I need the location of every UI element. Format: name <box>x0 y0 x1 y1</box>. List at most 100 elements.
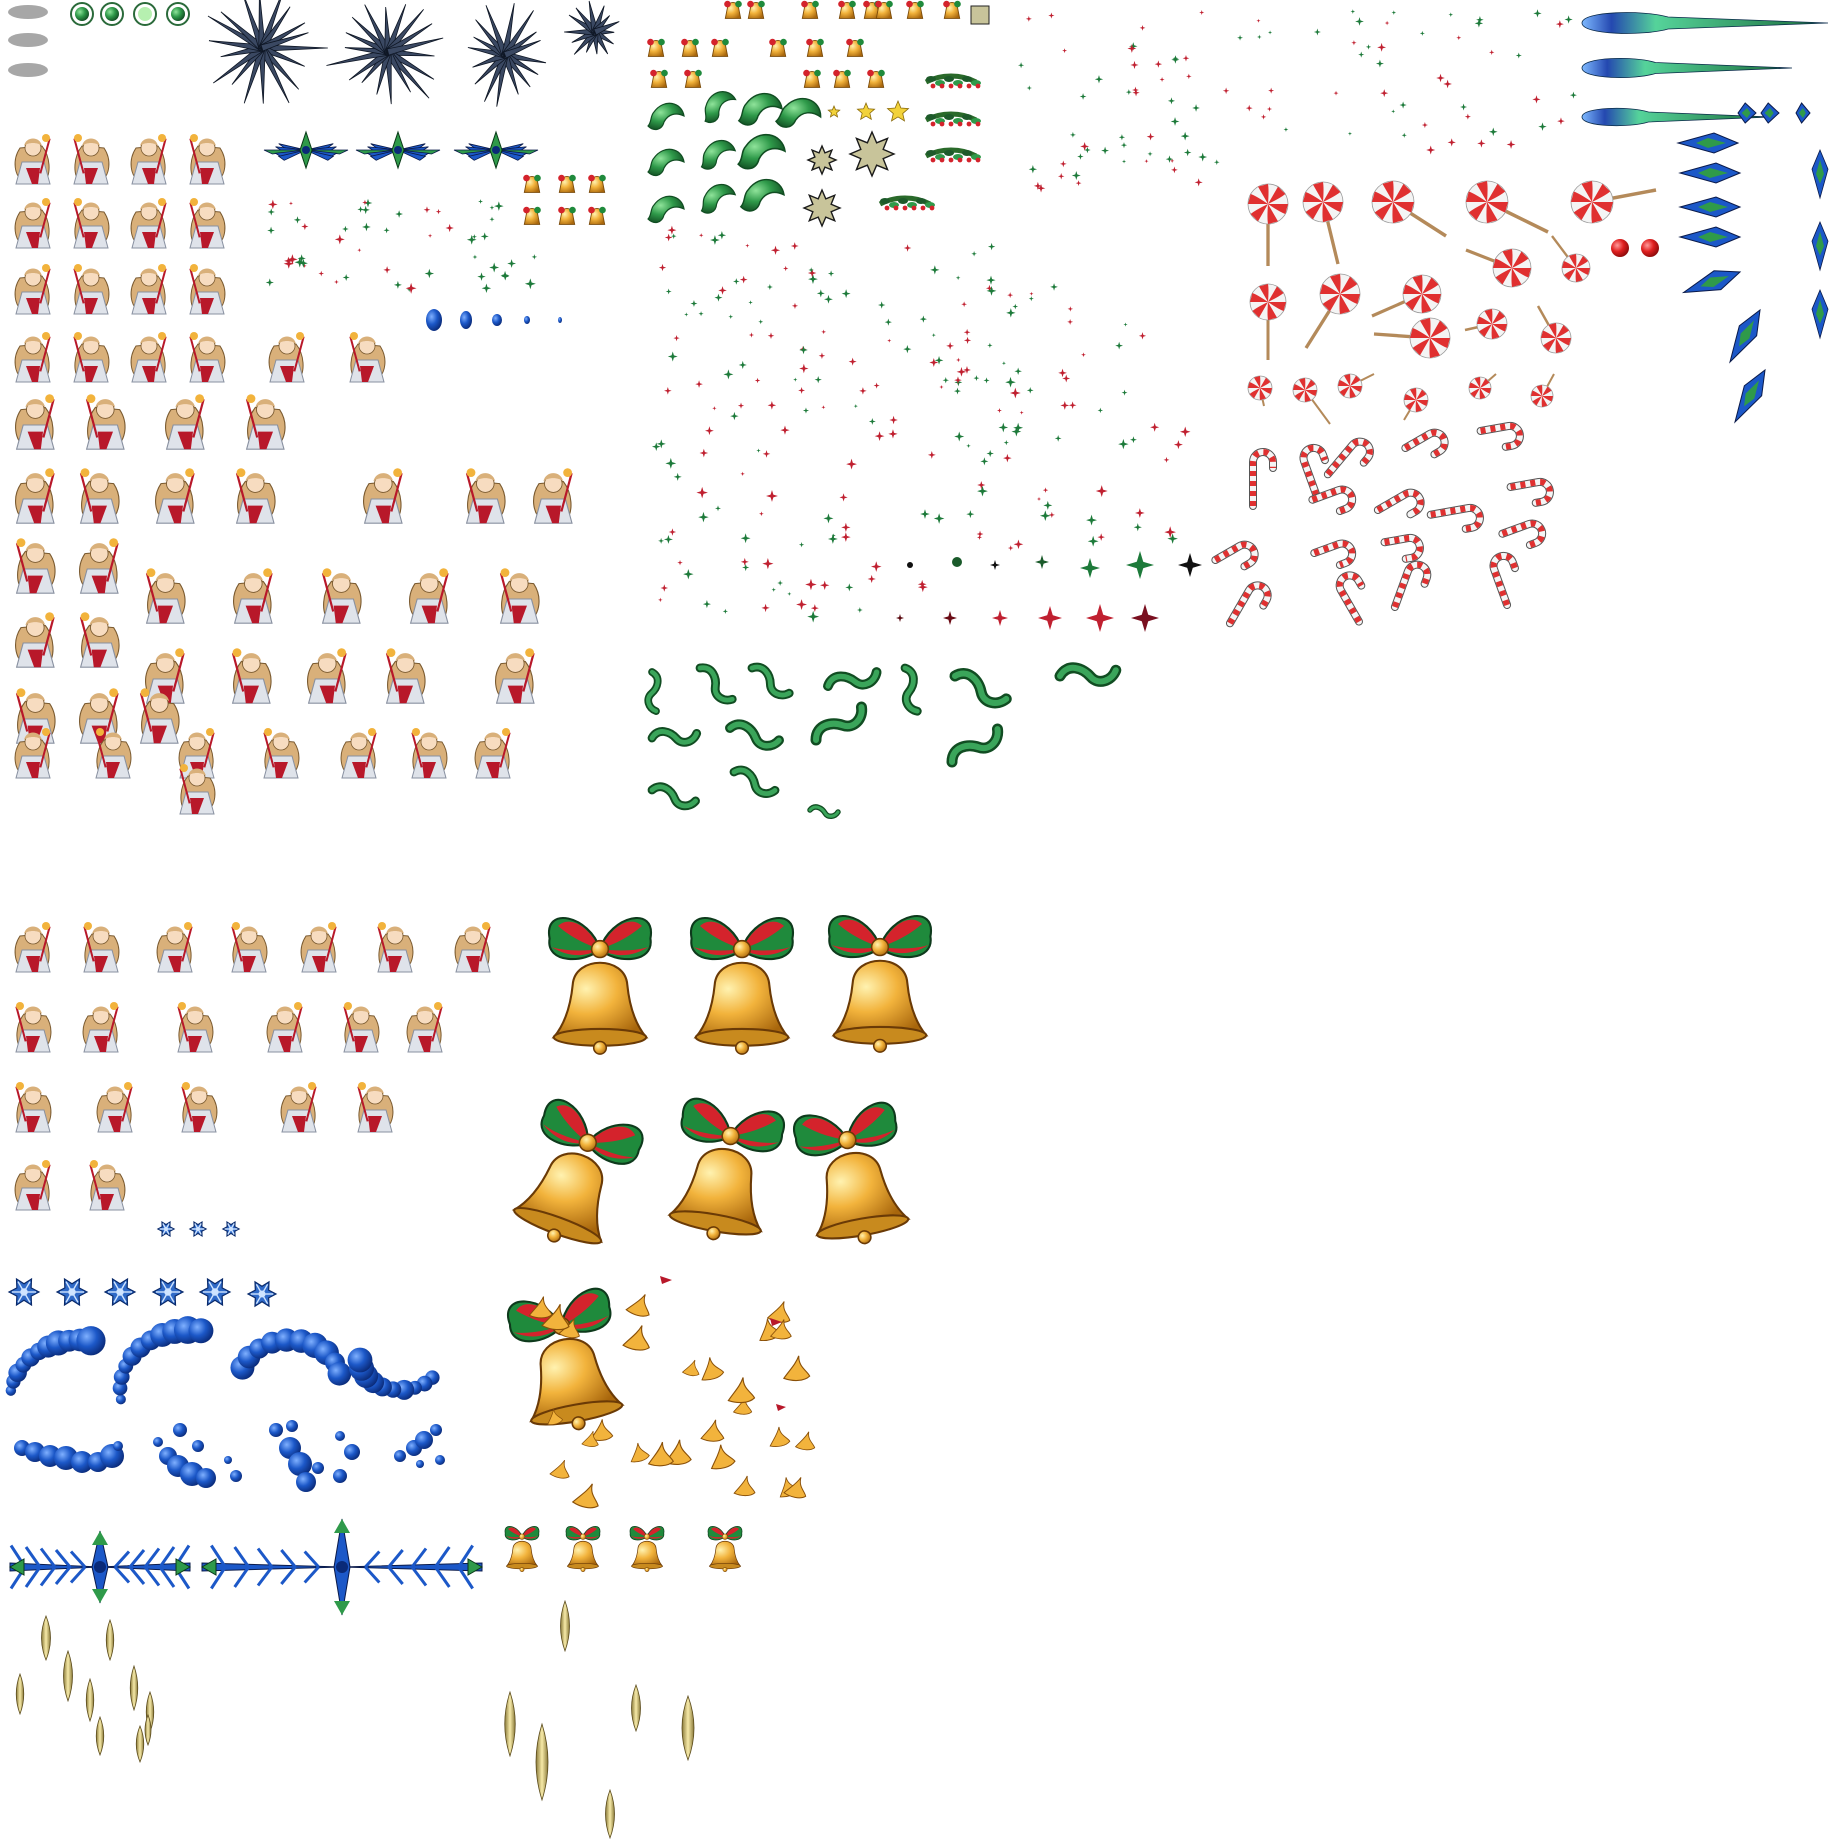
sparkle-icon <box>874 431 885 441</box>
sparkle-icon <box>986 285 997 296</box>
sparkle-icon <box>702 600 711 609</box>
sparkle-dots <box>265 9 1577 632</box>
snow-fairy-sprite <box>15 538 56 594</box>
sparkle-icon <box>728 314 734 320</box>
sparkle-icon <box>1375 59 1384 68</box>
sparkle-icon <box>667 225 677 235</box>
sparkle-icon <box>939 384 944 390</box>
sparkle-icon <box>742 563 750 572</box>
snow-fairy-sprite <box>14 264 51 315</box>
sparkle-icon <box>976 534 983 540</box>
sparkle-icon <box>946 341 955 350</box>
sparkle-icon <box>267 208 275 216</box>
snow-fairy-sprite <box>409 568 449 624</box>
bubble-trail-icon <box>230 1328 352 1386</box>
sparkle-icon <box>955 275 961 281</box>
lollipop-icon <box>1247 375 1273 407</box>
sparkle-icon <box>677 559 683 566</box>
sparkle-icon <box>288 201 294 206</box>
sparkle-icon <box>798 387 806 394</box>
snow-fairy-sprite <box>406 1002 443 1053</box>
needle-icon <box>681 1694 695 1762</box>
sparkle-icon <box>986 449 994 458</box>
bell-icon <box>588 174 606 193</box>
droplet-icon <box>492 314 502 326</box>
snow-fairy-sprite <box>14 134 51 185</box>
shadow-ovals <box>8 5 48 77</box>
sparkle-icon <box>1170 158 1175 164</box>
snow-fairy-sprite <box>340 728 377 779</box>
snow-fairy-sprite <box>82 1002 119 1053</box>
sparkle-icon <box>718 286 727 295</box>
tendril-icon <box>1054 662 1122 687</box>
sparkle-icon <box>870 561 882 572</box>
sparkle-icon <box>667 351 678 362</box>
sparkle-icon <box>848 357 857 366</box>
sparkle-icon <box>807 610 820 623</box>
snow-fairy-sprite <box>189 198 226 249</box>
holly-leaf-icon <box>737 133 786 170</box>
sparkle-icon <box>698 511 709 523</box>
sparkle-icon <box>658 537 665 544</box>
sparkle-icon <box>265 278 274 287</box>
sparkle-icon <box>1365 44 1372 50</box>
snow-fairy-sprite <box>377 922 414 973</box>
shadow-oval-icon <box>8 5 48 19</box>
sparkle-icon <box>1101 146 1110 155</box>
sparkle-icon <box>756 448 761 453</box>
sparkle-icon <box>952 557 962 567</box>
snow-fairy-sprite <box>235 468 276 524</box>
holly-leaves <box>647 91 822 224</box>
bell-icon <box>867 69 885 88</box>
crystal-burst-icon <box>467 3 547 107</box>
ice-wing-icon <box>200 1518 484 1616</box>
sparkle-icon <box>821 329 827 335</box>
flame-icon <box>528 1296 553 1319</box>
flame-icon <box>647 1441 674 1467</box>
sparkle-icon <box>1198 152 1208 162</box>
sparkle-icon <box>651 442 661 452</box>
sparkle-icon <box>1057 173 1065 180</box>
sparkle-icon <box>1025 15 1032 22</box>
holly-leaf-icon <box>647 148 685 177</box>
sparkle-icon <box>1419 30 1425 36</box>
sparkle-icon <box>1333 90 1339 96</box>
sparkle-icon <box>1130 436 1137 444</box>
snow-fairy-sprite <box>79 538 119 594</box>
sparkle-icon <box>973 375 980 382</box>
sparkle-icon <box>963 328 971 336</box>
sparkle-icon <box>738 360 747 369</box>
flame-icon <box>700 1419 725 1442</box>
sparkle-icon <box>780 425 790 435</box>
sparkle-icon <box>715 505 721 512</box>
holly-leaf-icon <box>704 91 737 124</box>
sparkle-icon <box>500 270 510 280</box>
sparkle-icon <box>802 407 810 414</box>
ice-shard-icon <box>1811 148 1829 200</box>
sparkle-icon <box>987 242 996 251</box>
sparkle-icon <box>1180 131 1190 141</box>
sparkle-icon <box>1199 9 1205 16</box>
bell-icon <box>838 0 856 19</box>
snow-fairy-sprite <box>307 648 347 704</box>
tendril-icon <box>729 765 780 798</box>
candy-cane-icon <box>1373 488 1425 519</box>
flame-icon <box>769 1426 791 1447</box>
star-icon <box>886 99 910 122</box>
sparkle-icon <box>1447 138 1456 147</box>
sparkle-icon <box>1058 368 1067 378</box>
snow-fairy-sprite <box>268 332 305 383</box>
ice-shard-icon <box>1734 368 1766 424</box>
flame-icon <box>769 1319 792 1340</box>
sparkle-icon <box>841 522 851 533</box>
sparkle-icon <box>293 216 302 224</box>
sparkle-icon <box>1062 374 1071 383</box>
sparkle-icon <box>1351 40 1357 46</box>
bubble-trail-icon <box>5 1326 106 1396</box>
sparkle-icon <box>1538 122 1547 131</box>
candy-cane-icon <box>1401 428 1449 459</box>
snow-fairy-sprite <box>14 922 51 973</box>
sparkle-icon <box>888 429 898 439</box>
sparkle-icon <box>846 458 857 470</box>
sparkle-icon <box>1448 12 1454 17</box>
